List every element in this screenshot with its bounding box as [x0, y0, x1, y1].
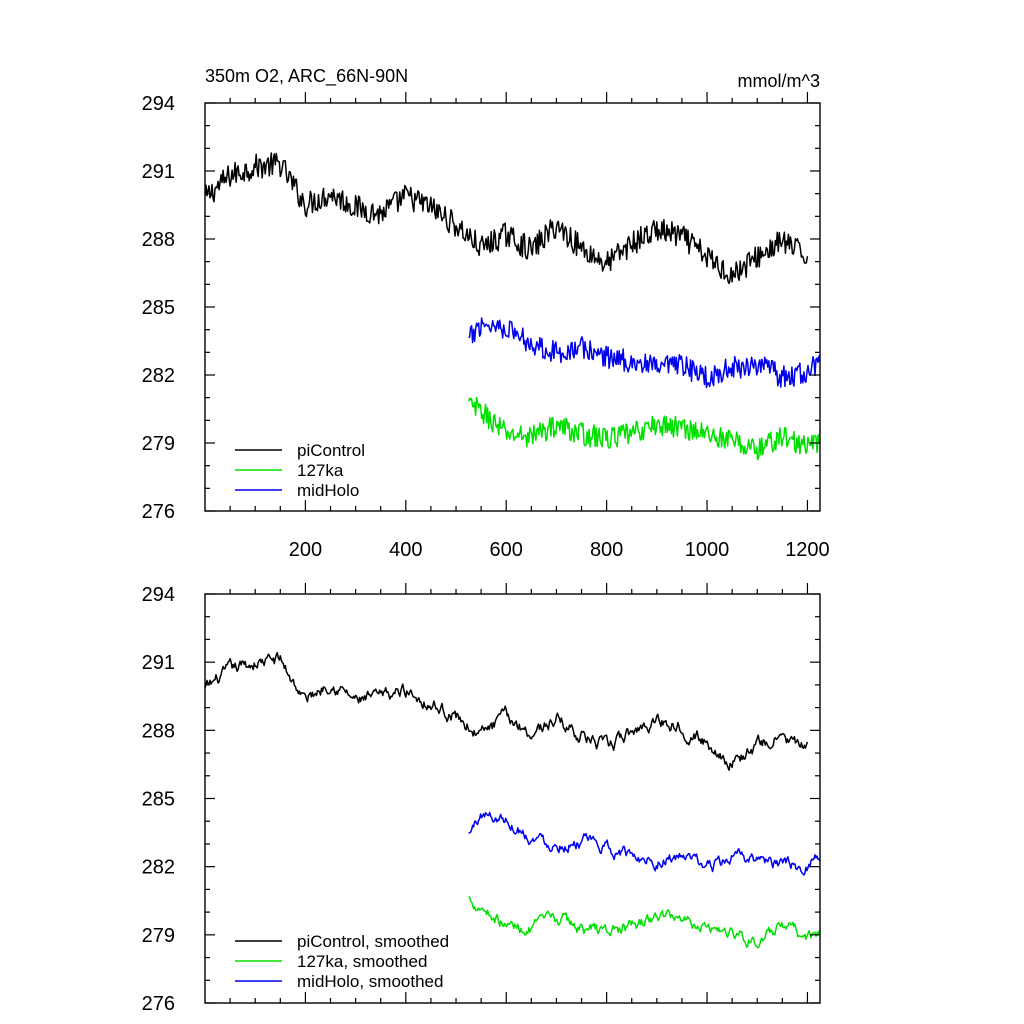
y-tick-label: 279 [142, 433, 175, 455]
series-line-midholo-smoothed [468, 811, 821, 876]
series-group-top [204, 152, 821, 461]
y-tick-label: 285 [142, 789, 175, 811]
legend-label-127ka-smoothed: 127ka, smoothed [297, 952, 427, 971]
series-line-picontrol [204, 152, 809, 285]
y-tick-label: 288 [142, 720, 175, 742]
x-tick-label: 1000 [685, 539, 730, 561]
y-tick-label: 282 [142, 857, 175, 879]
x-tick-label: 1200 [785, 539, 830, 561]
x-tick-label: 200 [289, 539, 322, 561]
panel-bottom: 276 279 282 285 288 291 294 piControl, smoothe… [142, 583, 821, 1015]
y-tick-label: 288 [142, 229, 175, 251]
ticks-top: 276 279 282 285 288 291 294 200 400 600 800 1000 120… [142, 92, 830, 561]
panel-top: 350m O2, ARC_66N-90N mmol/m^3 2762792822… [142, 66, 830, 561]
legend-label-midholo-smoothed: midHolo, smoothed [297, 972, 443, 991]
chart-title: 350m O2, ARC_66N-90N [205, 66, 408, 87]
y-tick-label: 294 [142, 93, 175, 115]
y-tick-label: 276 [142, 993, 175, 1015]
legend-label-127ka: 127ka [297, 461, 344, 480]
x-tick-label: 400 [389, 539, 422, 561]
legend-label-picontrol-smoothed: piControl, smoothed [297, 932, 449, 951]
units-label: mmol/m^3 [738, 71, 820, 91]
series-line-midholo [468, 317, 821, 389]
y-tick-label: 279 [142, 925, 175, 947]
ticks-bottom: 276 279 282 285 288 291 294 [142, 583, 820, 1015]
series-group-bottom [204, 651, 821, 949]
y-tick-label: 282 [142, 365, 175, 387]
series-line-127ka [467, 396, 821, 461]
y-tick-label: 291 [142, 161, 175, 183]
x-tick-label: 600 [490, 539, 523, 561]
y-tick-label: 294 [142, 584, 175, 606]
x-tick-label: 800 [590, 539, 623, 561]
y-tick-label: 276 [142, 501, 175, 523]
legend-label-midholo: midHolo [297, 481, 359, 500]
legend-label-picontrol: piControl [297, 441, 365, 460]
y-tick-label: 285 [142, 297, 175, 319]
series-line-127ka-smoothed [468, 896, 821, 949]
y-tick-label: 291 [142, 652, 175, 674]
series-line-picontrol-smoothed [204, 651, 809, 771]
